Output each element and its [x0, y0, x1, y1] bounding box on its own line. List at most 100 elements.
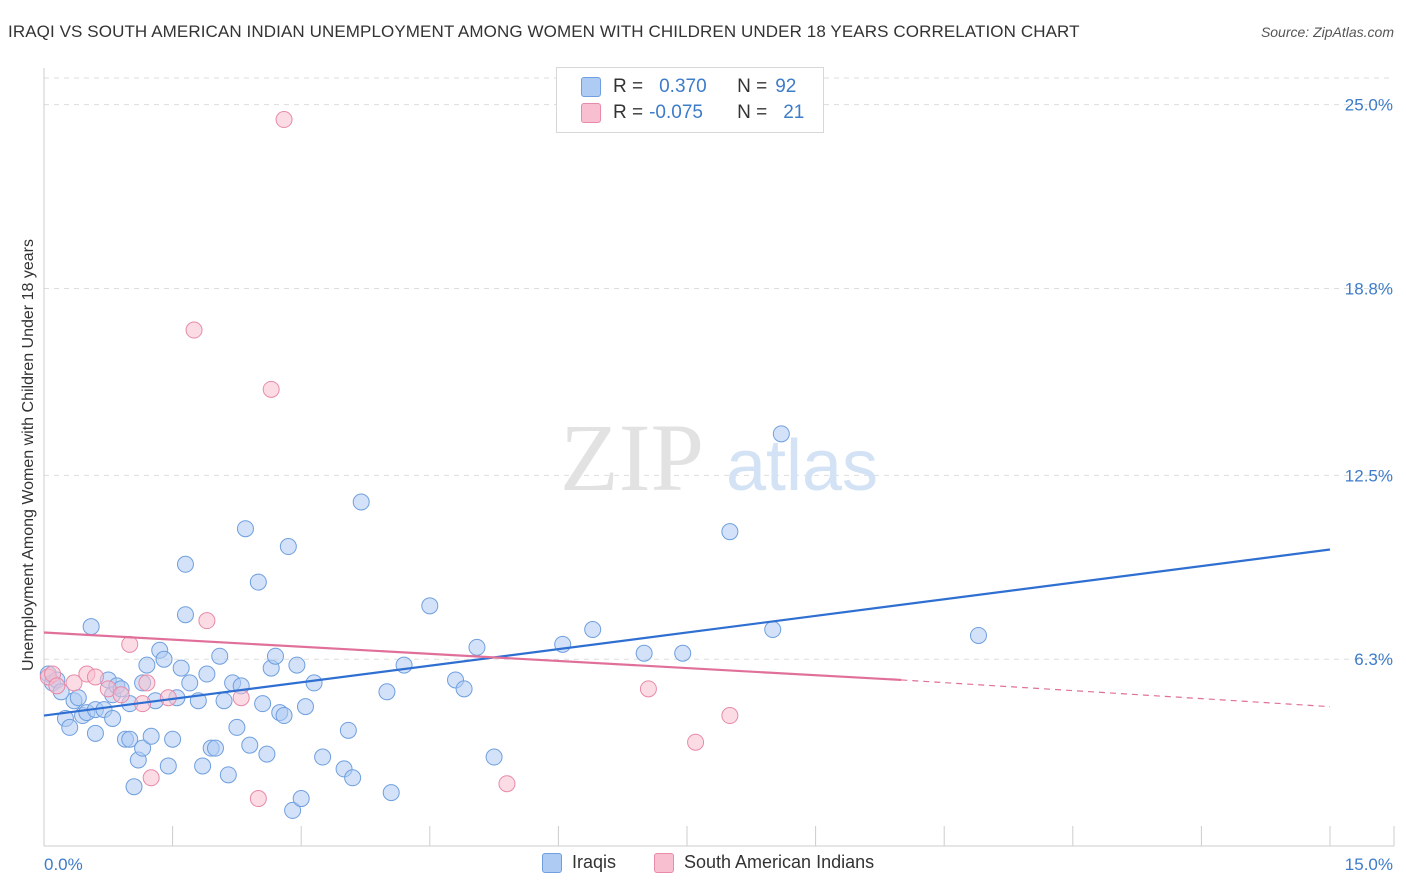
legend-n-value: 92	[775, 76, 797, 97]
iraqis-point	[468, 638, 486, 656]
iraqis-legend-swatch	[542, 852, 562, 873]
legend-item-sai: South American Indians	[654, 852, 874, 873]
sai-point	[48, 677, 66, 695]
iraqis-swatch	[581, 77, 601, 97]
legend-r-label: R =	[613, 76, 644, 97]
iraqis-point	[82, 618, 100, 636]
iraqis-point	[772, 425, 790, 443]
watermark-zip: ZIP	[560, 404, 704, 511]
legend-n-label: N =	[737, 102, 768, 123]
axis-layer	[43, 68, 1395, 847]
iraqis-point	[485, 748, 503, 766]
correlation-legend: R = 0.370 N = 92 R = -0.075 N = 21	[556, 67, 824, 133]
legend-n-value: 21	[783, 102, 805, 123]
iraqis-point	[125, 778, 143, 796]
iraqis-point	[721, 523, 739, 541]
sai-point	[112, 686, 130, 704]
legend-label-iraqis: Iraqis	[572, 852, 617, 872]
legend-row-sai: R = -0.075 N = 21	[581, 101, 804, 125]
x-tick-label-min: 0.0%	[44, 855, 83, 874]
sai-point	[249, 790, 267, 808]
iraqis-point	[181, 674, 199, 692]
iraqis-point	[296, 698, 314, 716]
iraqis-point	[176, 606, 194, 624]
iraqis-point	[236, 520, 254, 538]
watermark-atlas: atlas	[726, 426, 878, 506]
sai-point	[142, 769, 160, 787]
iraqis-point	[584, 621, 602, 639]
sai-point	[185, 321, 203, 339]
sai-legend-swatch	[654, 852, 674, 873]
sai-point	[86, 668, 104, 686]
chart-title: IRAQI VS SOUTH AMERICAN INDIAN UNEMPLOYM…	[8, 22, 1080, 41]
iraqis-point	[206, 739, 224, 757]
sai-point	[232, 689, 250, 707]
iraqis-point	[142, 727, 160, 745]
iraqis-point	[266, 647, 284, 665]
iraqis-point	[378, 683, 396, 701]
sai-point	[65, 674, 83, 692]
iraqis-point	[339, 721, 357, 739]
iraqis-point	[258, 745, 276, 763]
iraqis-point	[219, 766, 237, 784]
iraqis-point	[249, 573, 267, 591]
sai-point	[639, 680, 657, 698]
iraqis-point	[288, 656, 306, 674]
tick-labels: 6.3% 12.5% 18.8% 25.0% 0.0% 15.0%	[44, 96, 1393, 874]
iraqis-point	[674, 644, 692, 662]
iraqis-point	[305, 674, 323, 692]
sai-point	[138, 674, 156, 692]
y-tick-label: 18.8%	[1345, 280, 1393, 299]
iraqis-point	[969, 626, 987, 644]
iraqis-point	[275, 707, 293, 725]
sai-point	[721, 707, 739, 725]
iraqis-point	[314, 748, 332, 766]
iraqis-point	[284, 801, 302, 819]
iraqis-point	[176, 555, 194, 573]
legend-r-value: 0.370	[659, 76, 707, 97]
legend-n-label: N =	[737, 76, 768, 97]
iraqis-trend-line	[43, 548, 1331, 717]
iraqis-point	[421, 597, 439, 615]
iraqis-point	[764, 621, 782, 639]
iraqis-point	[104, 709, 122, 727]
iraqis-point	[159, 757, 177, 775]
legend-r-value: -0.075	[649, 102, 703, 123]
iraqis-point	[254, 695, 272, 713]
iraqis-point	[352, 493, 370, 511]
iraqis-point	[228, 718, 246, 736]
sai-point	[498, 775, 516, 793]
iraqis-point	[164, 730, 182, 748]
iraqis-point	[155, 650, 173, 668]
iraqis-point	[215, 692, 233, 710]
iraqis-point	[138, 656, 156, 674]
iraqis-point	[455, 680, 473, 698]
sai-point	[198, 612, 216, 630]
iraqis-point	[279, 538, 297, 556]
sai-point	[262, 380, 280, 398]
legend-item-iraqis: Iraqis	[542, 852, 616, 873]
trend-layer	[43, 548, 1331, 717]
legend-row-iraqis: R = 0.370 N = 92	[581, 75, 796, 99]
iraqis-point	[61, 718, 79, 736]
iraqis-point	[292, 790, 310, 808]
x-tick-label-max: 15.0%	[1345, 855, 1393, 874]
iraqis-point	[69, 689, 87, 707]
iraqis-point	[194, 757, 212, 775]
iraqis-point	[344, 769, 362, 787]
iraqis-point	[241, 736, 259, 754]
iraqis-point	[86, 724, 104, 742]
legend-r-label: R =	[613, 102, 644, 123]
iraqis-point	[211, 647, 229, 665]
watermark: ZIP atlas	[560, 404, 878, 511]
iraqis-point	[172, 659, 190, 677]
grid-layer	[44, 77, 1394, 660]
y-tick-label: 25.0%	[1345, 96, 1393, 115]
legend-label-sai: South American Indians	[684, 852, 875, 872]
iraqis-point	[635, 644, 653, 662]
iraqis-point	[382, 784, 400, 802]
sai-trend-line-extension	[901, 679, 1331, 708]
iraqis-point	[198, 665, 216, 683]
source-credit: Source: ZipAtlas.com	[1260, 24, 1394, 40]
